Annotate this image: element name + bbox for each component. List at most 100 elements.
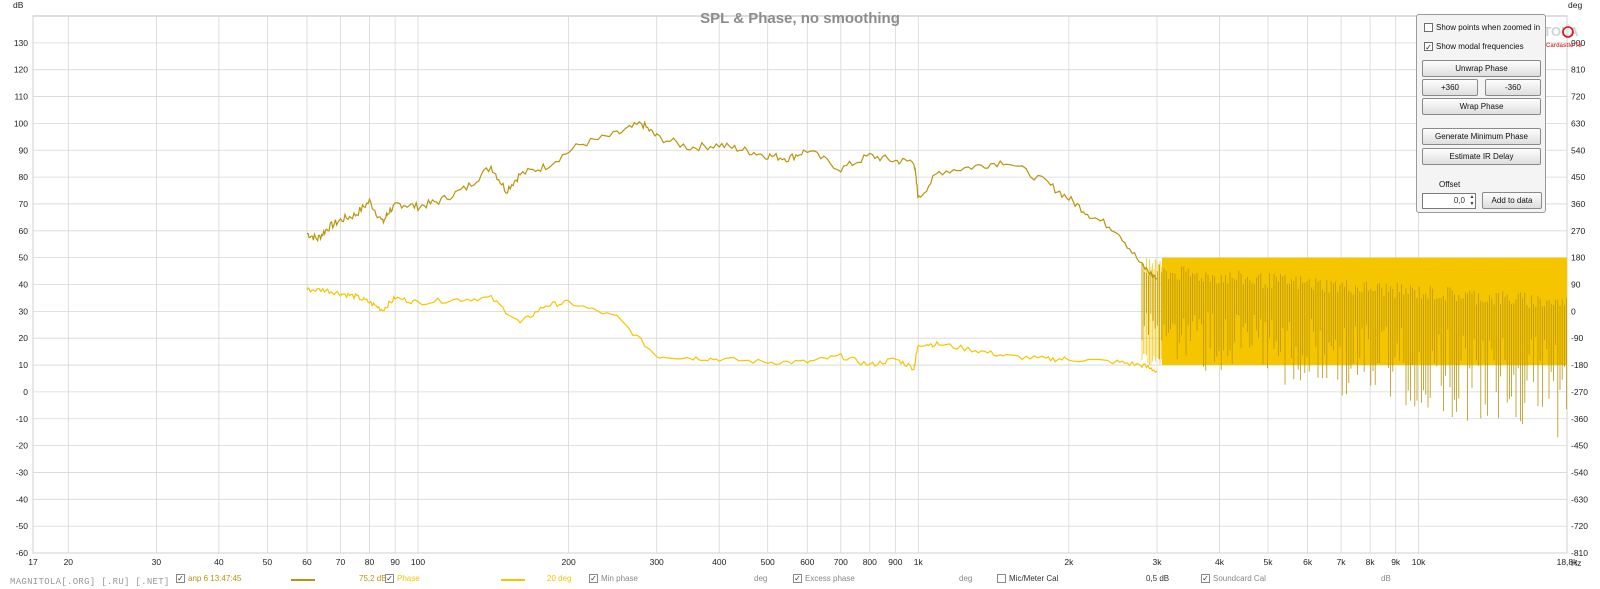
legend-min-phase[interactable]: ✓ Min phase [589,574,638,584]
y-tick-label: 130 [14,38,28,48]
x-tick-label: 500 [761,557,775,567]
add-to-data-button[interactable]: Add to data [1482,192,1542,209]
x-tick-label: 40 [214,557,224,567]
y-tick-label: 110 [14,92,28,102]
y-tick-label: -50 [16,521,29,531]
excess-phase-checkbox[interactable]: ✓ [793,574,802,584]
soundcard-cal-unit: dB [1381,574,1391,583]
show-modal-label: Show modal frequencies [1436,42,1524,51]
minus-360-button[interactable]: -360 [1485,79,1541,96]
right-axis-ticks: 900810720630540450360270180900-90-180-27… [1571,38,1588,558]
checkbox-checked[interactable]: ✓ [1424,42,1433,52]
left-axis-unit: dB [13,0,24,10]
y-right-tick-label: 450 [1571,172,1585,182]
y-right-tick-label: -90 [1571,333,1584,343]
x-tick-label: 400 [712,557,726,567]
y-tick-label: 120 [14,65,28,75]
x-tick-label: 300 [650,557,664,567]
legend-phase[interactable]: ✓ Phase [385,574,420,584]
x-tick-label: 10k [1412,557,1426,567]
x-tick-label: 7k [1337,557,1347,567]
phase-cursor-value: 20 deg [547,574,572,583]
y-tick-label: 0 [23,387,28,397]
y-tick-label: -60 [16,548,29,558]
show-modal-checkbox[interactable]: ✓ Show modal frequencies [1424,42,1524,52]
y-tick-label: 80 [19,172,29,182]
wrap-phase-button[interactable]: Wrap Phase [1422,98,1541,115]
control-panel: Show points when zoomed in ✓ Show modal … [1416,14,1546,213]
legend-excess-phase[interactable]: ✓ Excess phase [793,574,855,584]
x-axis-ticks: 17 20 30 40 50 60 70 80 90 100 200 300 400 500 600 700 8… [28,557,1578,567]
excess-phase-unit: deg [959,574,973,583]
x-tick-label: 20 [64,557,74,567]
estimate-ir-delay-button[interactable]: Estimate IR Delay [1422,148,1541,165]
y-tick-label: 60 [19,226,29,236]
y-tick-label: 40 [19,280,29,290]
x-tick-label: 90 [390,557,400,567]
grid [32,16,1568,554]
phase-checkbox[interactable]: ✓ [385,574,394,584]
x-tick-label: 60 [302,557,312,567]
min-phase-unit: deg [754,574,768,583]
y-right-tick-label: -180 [1571,360,1588,370]
spl-series-line [306,120,1158,280]
x-tick-label: 6k [1303,557,1313,567]
soundcard-cal-label: Soundcard Cal [1213,574,1266,583]
y-tick-label: 50 [19,253,29,263]
legend-bar: ✓ anp 6 13:47:45 75,2 dB ✓ Phase 20 deg ✓ M… [171,572,1411,587]
y-right-tick-label: 270 [1571,226,1585,236]
soundcard-cal-checkbox[interactable]: ✓ [1201,574,1210,584]
y-right-tick-label: -270 [1571,387,1588,397]
measurement-checkbox[interactable]: ✓ [176,574,185,584]
plus-360-button[interactable]: +360 [1422,79,1478,96]
x-tick-label: 9k [1391,557,1401,567]
y-tick-label: -30 [16,467,29,477]
phase-legend-swatch [501,579,525,581]
mic-cal-checkbox[interactable] [997,574,1006,584]
y-right-tick-label: -810 [1571,548,1588,558]
hf-noise-band [1141,257,1567,438]
x-tick-label: 100 [411,557,425,567]
min-phase-label: Min phase [601,574,638,583]
spl-hf-spikes [1141,263,1567,438]
y-right-tick-label: -360 [1571,414,1588,424]
y-right-tick-label: -450 [1571,441,1588,451]
x-tick-label: 800 [863,557,877,567]
y-tick-label: 20 [19,333,29,343]
x-tick-label: 8k [1366,557,1376,567]
x-tick-label: 17 [28,557,38,567]
checkbox-box[interactable] [1424,23,1433,32]
x-tick-label: 3k [1152,557,1162,567]
phase-label: Phase [397,574,420,583]
y-right-tick-label: 810 [1571,65,1585,75]
y-tick-label: -40 [16,494,29,504]
y-right-tick-label: 720 [1571,92,1585,102]
x-tick-label: 200 [562,557,576,567]
x-tick-label: 80 [365,557,375,567]
chart-title: SPL & Phase, no smoothing [700,10,900,27]
y-tick-label: 30 [19,306,29,316]
y-tick-label: -10 [16,414,29,424]
min-phase-checkbox[interactable]: ✓ [589,574,598,584]
unwrap-phase-button[interactable]: Unwrap Phase [1422,60,1541,77]
offset-spinner[interactable]: ▲ ▼ [1469,194,1475,207]
y-right-tick-label: 180 [1571,253,1585,263]
y-right-tick-label: 540 [1571,145,1585,155]
x-tick-label: 700 [834,557,848,567]
x-tick-label: 5k [1263,557,1273,567]
legend-mic-cal[interactable]: Mic/Meter Cal [997,574,1058,584]
offset-input[interactable]: 0,0 [1422,193,1476,209]
svg-text:Cardastle Team: Cardastle Team [1546,43,1582,49]
spl-cursor-value: 75,2 dB [359,574,387,583]
y-right-tick-label: 900 [1571,38,1585,48]
show-points-checkbox[interactable]: Show points when zoomed in [1424,23,1540,32]
offset-label: Offset [1439,180,1461,189]
y-tick-label: 100 [14,118,28,128]
watermark-url: MAGNITOLA[.ORG] [.RU] [.NET] [10,577,170,587]
y-tick-label: 70 [19,199,29,209]
generate-minimum-phase-button[interactable]: Generate Minimum Phase [1422,128,1541,145]
legend-soundcard-cal[interactable]: ✓ Soundcard Cal [1201,574,1266,584]
legend-measurement[interactable]: ✓ anp 6 13:47:45 [176,574,241,584]
y-tick-label: 10 [19,360,29,370]
